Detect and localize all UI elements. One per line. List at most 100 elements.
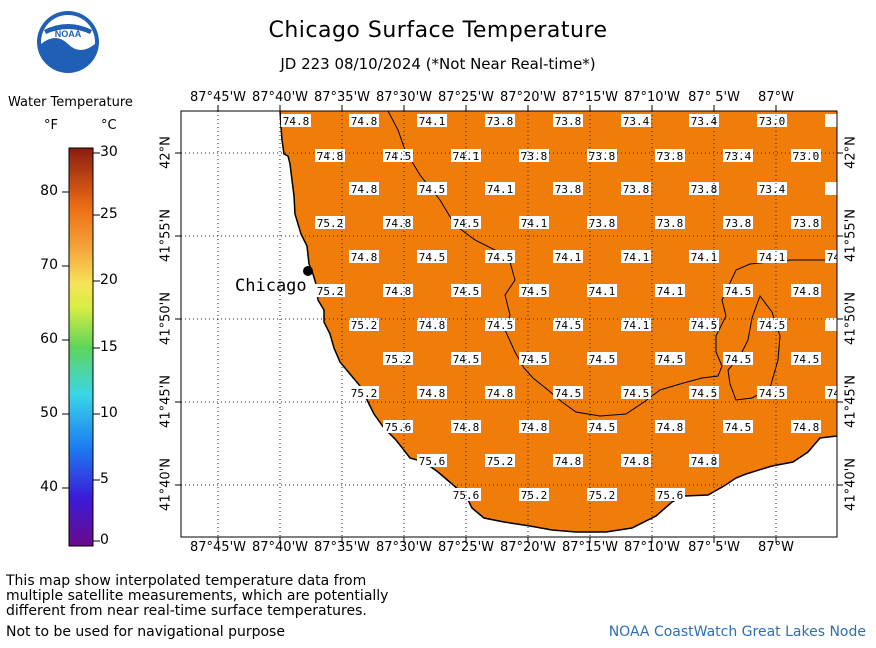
temperature-label-bg xyxy=(587,216,617,229)
temperature-label: 74.5 xyxy=(723,420,753,434)
temperature-value: 74.5 xyxy=(657,353,684,366)
coastwatch-credit: NOAA CoastWatch Great Lakes Node xyxy=(608,624,866,640)
navigation-note: Not to be used for navigational purpose xyxy=(6,624,285,640)
temperature-label: 74.8 xyxy=(349,250,379,264)
longitude-label-bottom: 87°35'W xyxy=(313,540,370,555)
map: 74.8 74.8 74.1 73.8 73.8 73.4 73.4 73.0 7 74.8 74.… xyxy=(175,105,854,543)
temperature-value: 74.1 xyxy=(453,150,480,163)
temperature-label: 74.5 xyxy=(417,250,447,264)
temperature-value: 73.4 xyxy=(759,183,786,196)
temperature-label-bg xyxy=(485,182,515,195)
temperature-label: 74.5 xyxy=(587,420,617,434)
longitude-label-top: 87°10'W xyxy=(623,90,680,105)
temperature-label: 73.8 xyxy=(587,149,617,163)
temperature-label: 74.5 xyxy=(553,318,583,332)
legend-c-tick-label: 30 xyxy=(100,144,118,160)
disclaimer-line: multiple satellite measurements, which a… xyxy=(6,588,389,604)
temperature-label-bg xyxy=(689,114,719,127)
temperature-value: 73.8 xyxy=(657,150,684,163)
disclaimer-line: This map show interpolated temperature d… xyxy=(6,573,367,589)
temperature-value: 73.0 xyxy=(759,115,786,128)
noaa-logo-text: NOAA xyxy=(55,29,82,39)
temperature-label-bg xyxy=(519,284,549,297)
temperature-value: 74.5 xyxy=(725,285,752,298)
longitude-label-bottom: 87° 5'W xyxy=(688,540,740,555)
temperature-value: 74.5 xyxy=(827,387,854,400)
temperature-label-bg xyxy=(451,284,481,297)
temperature-value: 74.1 xyxy=(487,183,514,196)
longitude-label-top: 87°35'W xyxy=(313,90,370,105)
disclaimer: This map show interpolated temperature d… xyxy=(6,574,466,619)
temperature-label-bg xyxy=(587,284,617,297)
temperature-label-bg xyxy=(315,149,345,162)
temperature-label-bg xyxy=(655,352,685,365)
temperature-label: 74.5 xyxy=(621,386,651,400)
temperature-label-bg xyxy=(723,420,753,433)
temperature-value: 74.5 xyxy=(793,353,820,366)
temperature-label-bg xyxy=(451,420,481,433)
legend-f-tick-label: 60 xyxy=(40,331,58,347)
longitude-label-top: 87° 5'W xyxy=(688,90,740,105)
temperature-label-bg xyxy=(825,250,837,263)
temperature-value: 75.2 xyxy=(385,353,412,366)
temperature-value: 74.5 xyxy=(827,251,854,264)
temperature-label: 74.1 xyxy=(553,250,583,264)
longitude-label-top: 87°40'W xyxy=(251,90,308,105)
temperature-value: 74.5 xyxy=(419,183,446,196)
temperature-label: 74.8 xyxy=(655,420,685,434)
legend-f-tick-label: 80 xyxy=(40,183,58,199)
temperature-label: 74.5 xyxy=(485,318,515,332)
temperature-label: 74.8 xyxy=(791,284,821,298)
temperature-label: 75.2 xyxy=(383,352,413,366)
temperature-label-bg xyxy=(417,318,447,331)
temperature-label-bg xyxy=(315,284,345,297)
temperature-value: 74.1 xyxy=(521,217,548,230)
temperature-value: 74.5 xyxy=(385,150,412,163)
temperature-label-bg xyxy=(349,182,379,195)
temperature-label-bg xyxy=(519,149,549,162)
temperature-label-bg xyxy=(825,182,837,195)
temperature-label-bg xyxy=(553,114,583,127)
temperature-value: 75.2 xyxy=(487,455,514,468)
temperature-label: 74.8 xyxy=(383,284,413,298)
temperature-label-bg xyxy=(825,386,837,399)
temperature-label: 74.5 xyxy=(689,386,719,400)
temperature-label: 73.8 xyxy=(621,182,651,196)
temperature-value: 73.4 xyxy=(623,115,650,128)
temperature-value: 75.6 xyxy=(385,421,412,434)
temperature-label: 74.8 xyxy=(791,420,821,434)
longitude-label-bottom: 87°15'W xyxy=(561,540,618,555)
temperature-label: 74.5 xyxy=(825,386,854,400)
longitude-label-bottom: 87°20'W xyxy=(499,540,556,555)
longitude-label-top: 87°30'W xyxy=(375,90,432,105)
temperature-label-bg xyxy=(587,420,617,433)
temperature-label-bg xyxy=(723,216,753,229)
longitude-label-top: 87°45'W xyxy=(189,90,246,105)
temperature-label: 74.1 xyxy=(485,182,515,196)
legend-c-tick-label: 15 xyxy=(100,339,118,355)
temperature-label: 74.8 xyxy=(349,114,379,128)
temperature-value: 74.1 xyxy=(623,251,650,264)
temperature-label: 74.1 xyxy=(689,250,719,264)
temperature-value: 73.8 xyxy=(793,217,820,230)
temperature-label-bg xyxy=(553,182,583,195)
temperature-value: 7 xyxy=(837,319,844,332)
temperature-label-bg xyxy=(655,488,685,501)
temperature-label-bg xyxy=(621,386,651,399)
temperature-label: 73.4 xyxy=(689,114,719,128)
temperature-value: 73.8 xyxy=(725,217,752,230)
temperature-value: 75.2 xyxy=(589,489,616,502)
temperature-label: 74.5 xyxy=(825,250,854,264)
temperature-label-bg xyxy=(791,216,821,229)
temperature-label: 74.8 xyxy=(417,318,447,332)
temperature-label-bg xyxy=(655,216,685,229)
temperature-label-bg xyxy=(723,284,753,297)
temperature-label: 74.8 xyxy=(383,216,413,230)
longitude-label-bottom: 87°10'W xyxy=(623,540,680,555)
temperature-label: 74.1 xyxy=(655,284,685,298)
temperature-label-bg xyxy=(451,488,481,501)
temperature-label: 74.5 xyxy=(757,386,787,400)
temperature-label-bg xyxy=(791,420,821,433)
temperature-label-bg xyxy=(553,250,583,263)
temperature-label: 73.8 xyxy=(689,182,719,196)
